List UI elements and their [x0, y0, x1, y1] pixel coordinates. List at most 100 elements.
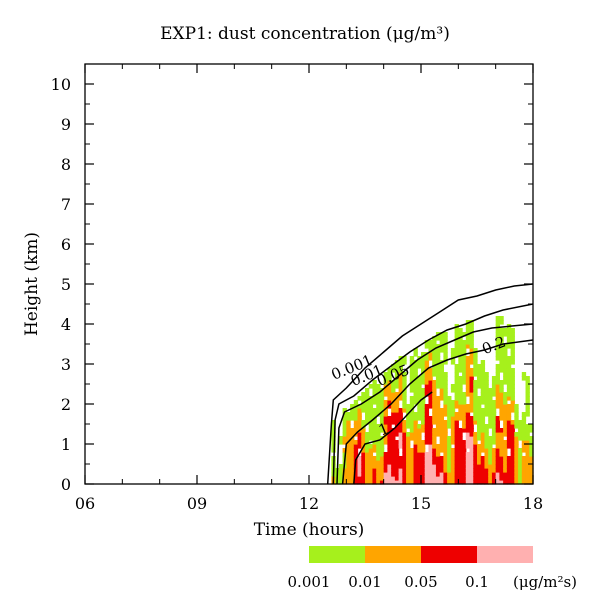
- dust-cell: [454, 384, 459, 389]
- dust-cell: [503, 348, 508, 353]
- dust-cell: [413, 432, 418, 437]
- dust-cell: [409, 376, 415, 381]
- dust-cell: [376, 464, 381, 469]
- dust-cell: [421, 464, 426, 469]
- dust-cell: [387, 428, 392, 433]
- dust-cell: [387, 436, 392, 441]
- dust-cell: [495, 420, 500, 425]
- dust-cell: [421, 412, 426, 417]
- dust-cell: [495, 384, 500, 389]
- dust-cell: [499, 360, 504, 365]
- dust-cell: [525, 392, 530, 397]
- dust-cell: [372, 464, 377, 469]
- dust-cell: [510, 432, 515, 437]
- dust-cell: [518, 432, 523, 437]
- dust-cell: [495, 428, 500, 433]
- dust-cell: [383, 476, 388, 481]
- dust-cell: [465, 440, 471, 445]
- dust-cell: [439, 460, 444, 465]
- dust-cell: [506, 444, 512, 449]
- dust-cell: [477, 380, 482, 385]
- dust-cell: [365, 408, 370, 413]
- dust-cell: [469, 376, 474, 381]
- dust-cell: [458, 376, 463, 381]
- dust-cell: [518, 464, 523, 469]
- y-tick-label: 9: [61, 115, 71, 134]
- dust-cell: [506, 428, 512, 433]
- dust-cell: [506, 424, 512, 429]
- dust-cell: [462, 376, 467, 381]
- dust-cell: [443, 456, 448, 461]
- dust-cell: [499, 332, 504, 337]
- dust-cell: [469, 344, 474, 349]
- dust-cell: [421, 472, 426, 477]
- dust-cell: [368, 404, 374, 409]
- dust-cell: [432, 364, 437, 369]
- dust-cell: [376, 408, 381, 413]
- dust-cell: [465, 416, 471, 421]
- dust-cell: [413, 420, 418, 425]
- dust-cell: [462, 332, 467, 337]
- dust-cell: [350, 444, 355, 449]
- colorbar-bin: [309, 546, 365, 563]
- dust-cell: [458, 384, 463, 389]
- dust-cell: [357, 396, 362, 401]
- dust-cell: [428, 400, 433, 405]
- dust-cell: [372, 472, 377, 477]
- dust-cell: [402, 456, 407, 461]
- dust-cell: [447, 472, 452, 477]
- dust-cell: [477, 368, 482, 373]
- dust-cell: [525, 464, 530, 469]
- dust-cell: [480, 372, 486, 377]
- dust-cell: [398, 432, 403, 437]
- dust-cell: [447, 468, 452, 473]
- dust-cell: [346, 428, 351, 433]
- dust-cell: [469, 436, 474, 441]
- dust-cell: [376, 460, 381, 465]
- dust-cell: [409, 480, 415, 485]
- dust-cell: [465, 360, 471, 365]
- dust-cell: [458, 332, 463, 337]
- dust-cell: [398, 428, 403, 433]
- dust-cell: [525, 424, 530, 429]
- dust-cell: [480, 472, 486, 477]
- dust-cell: [484, 440, 489, 445]
- dust-cell: [361, 448, 366, 453]
- dust-cell: [503, 472, 508, 477]
- dust-cell: [510, 356, 515, 361]
- dust-cell: [379, 472, 385, 477]
- dust-cell: [409, 364, 415, 369]
- dust-cell: [398, 384, 403, 389]
- dust-cell: [383, 464, 388, 469]
- dust-cell: [443, 452, 448, 457]
- dust-cell: [462, 472, 467, 477]
- dust-cell: [491, 392, 497, 397]
- dust-cell: [357, 476, 362, 481]
- dust-cell: [338, 464, 344, 469]
- dust-cell: [365, 432, 370, 437]
- dust-cell: [454, 416, 459, 421]
- dust-cell: [398, 396, 403, 401]
- dust-cell: [387, 376, 392, 381]
- dust-cell: [368, 472, 374, 477]
- dust-cell: [491, 388, 497, 393]
- dust-cell: [465, 404, 471, 409]
- dust-cell: [443, 472, 448, 477]
- dust-cell: [525, 400, 530, 405]
- dust-cell: [518, 424, 523, 429]
- dust-cell: [480, 424, 486, 429]
- dust-cell: [383, 372, 388, 377]
- dust-cell: [495, 436, 500, 441]
- dust-cell: [506, 392, 512, 397]
- dust-cell: [469, 428, 474, 433]
- dust-cell: [421, 368, 426, 373]
- dust-cell: [353, 476, 359, 481]
- dust-cell: [346, 432, 351, 437]
- dust-cell: [398, 364, 403, 369]
- dust-cell: [383, 408, 388, 413]
- dust-cell: [383, 468, 388, 473]
- dust-cell: [353, 408, 359, 413]
- dust-cell: [331, 444, 336, 449]
- dust-cell: [387, 424, 392, 429]
